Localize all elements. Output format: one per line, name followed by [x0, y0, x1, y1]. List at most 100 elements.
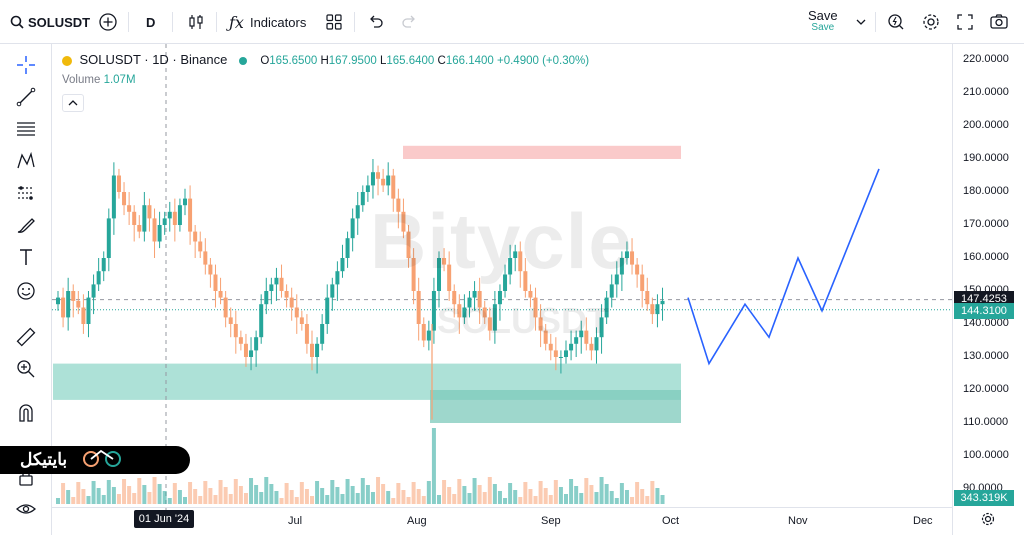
crosshair-icon	[15, 54, 37, 81]
candle-body	[584, 330, 589, 344]
fullscreen-icon	[956, 13, 974, 31]
price-tick-label: 140.0000	[963, 317, 1009, 329]
volume-bar	[421, 496, 426, 504]
undo-button[interactable]	[367, 0, 385, 44]
low-label: L	[379, 55, 387, 67]
candle-body	[193, 231, 198, 242]
price-chart[interactable]	[52, 44, 952, 512]
volume-bar	[518, 497, 523, 504]
volume-bar	[376, 477, 381, 504]
candle-body	[106, 218, 111, 258]
zoom-tool[interactable]	[13, 358, 39, 384]
save-button[interactable]: Save Save	[808, 0, 838, 44]
text-tool[interactable]	[13, 246, 39, 272]
change-value: +0.4900 (+0.30%)	[497, 55, 590, 67]
candle-body	[365, 185, 370, 192]
brush-tool[interactable]	[13, 214, 39, 240]
candle-body	[122, 192, 127, 206]
volume-bar	[487, 477, 492, 504]
fullscreen-button[interactable]	[956, 0, 974, 44]
volume-bar	[335, 487, 340, 504]
measure-tool[interactable]	[13, 326, 39, 352]
bicycle-logo-icon	[81, 447, 125, 474]
volume-bar	[619, 483, 624, 504]
volume-bar	[299, 482, 304, 504]
trendline-tool[interactable]	[13, 86, 39, 112]
volume-bar	[452, 494, 457, 504]
candle-body	[243, 343, 248, 357]
fib-tool[interactable]	[13, 118, 39, 144]
high-value: 167.9500	[328, 55, 377, 67]
indicators-button[interactable]: ƒx Indicators	[229, 0, 306, 44]
chart-type-button[interactable]	[186, 0, 206, 44]
layouts-button[interactable]	[325, 0, 343, 44]
candle-body	[497, 291, 502, 305]
chart-legend: SOLUSDT · 1D · Binance O165.6500 H167.95…	[62, 52, 589, 67]
volume-bar	[391, 498, 396, 504]
zone-support-low	[430, 390, 681, 423]
visibility-tool[interactable]	[13, 498, 39, 524]
candle-body	[655, 304, 660, 315]
collapse-legend-button[interactable]	[62, 94, 84, 112]
candle-body	[640, 274, 645, 291]
symbol-search[interactable]: SOLUSDT	[10, 0, 90, 44]
candle-body	[604, 297, 609, 318]
volume-bar	[243, 493, 248, 504]
volume-bar	[513, 490, 518, 504]
candle-body	[513, 251, 518, 258]
price-tick-label: 130.0000	[963, 350, 1009, 362]
candle-body	[558, 357, 563, 358]
magnet-icon	[15, 402, 37, 429]
candle-body	[96, 271, 101, 285]
volume-bar	[254, 485, 259, 504]
volume-bar	[183, 497, 187, 504]
volume-bar	[614, 498, 619, 504]
pattern-tool[interactable]	[13, 150, 39, 176]
open-label: O	[260, 55, 270, 67]
scale-settings-button[interactable]	[980, 511, 996, 532]
time-scale[interactable]: Jul Aug Sep Oct Nov Dec	[52, 507, 952, 535]
quick-search-button[interactable]	[886, 0, 906, 44]
volume-bar	[640, 489, 645, 504]
candle-body	[81, 307, 86, 324]
save-menu-button[interactable]	[855, 0, 867, 44]
crosshair-tool[interactable]	[13, 54, 39, 80]
candle-body	[350, 218, 355, 239]
series-title[interactable]: SOLUSDT · 1D · Binance	[79, 52, 228, 67]
candle-body	[223, 297, 228, 318]
volume-bar	[457, 479, 462, 504]
volume-bar	[284, 483, 289, 504]
volume-bar	[304, 489, 309, 504]
volume-bar	[91, 481, 96, 504]
volume-bar	[381, 484, 386, 504]
magnet-tool[interactable]	[13, 402, 39, 428]
candle-body	[167, 211, 172, 219]
candle-body	[386, 175, 391, 186]
emoji-tool[interactable]	[13, 280, 39, 306]
price-scale[interactable]: 220.0000 210.0000 200.0000 190.0000 180.0000…	[952, 44, 1024, 535]
candle-body	[609, 284, 614, 298]
volume-bar	[162, 491, 167, 504]
settings-button[interactable]	[921, 0, 941, 44]
compare-button[interactable]	[98, 0, 118, 44]
candle-body	[619, 258, 624, 275]
volume-bar	[548, 495, 553, 504]
candle-body	[477, 291, 482, 308]
screenshot-button[interactable]	[989, 0, 1009, 44]
chart-pane[interactable]	[52, 44, 952, 512]
volume-bar	[609, 491, 614, 504]
volume-bar	[101, 495, 106, 504]
redo-button[interactable]	[400, 0, 418, 44]
save-label: Save	[808, 8, 838, 23]
candle-body	[152, 218, 157, 242]
volume-bar	[645, 496, 650, 504]
volume-bar	[472, 478, 477, 504]
candle-body	[325, 297, 330, 324]
interval-button[interactable]: D	[146, 14, 156, 30]
candle-body	[233, 324, 238, 338]
time-tick-label: Sep	[541, 515, 561, 527]
forecast-tool[interactable]	[13, 182, 39, 208]
candle-body	[335, 271, 340, 285]
volume-bar	[315, 481, 320, 504]
volume-bar	[106, 480, 111, 504]
